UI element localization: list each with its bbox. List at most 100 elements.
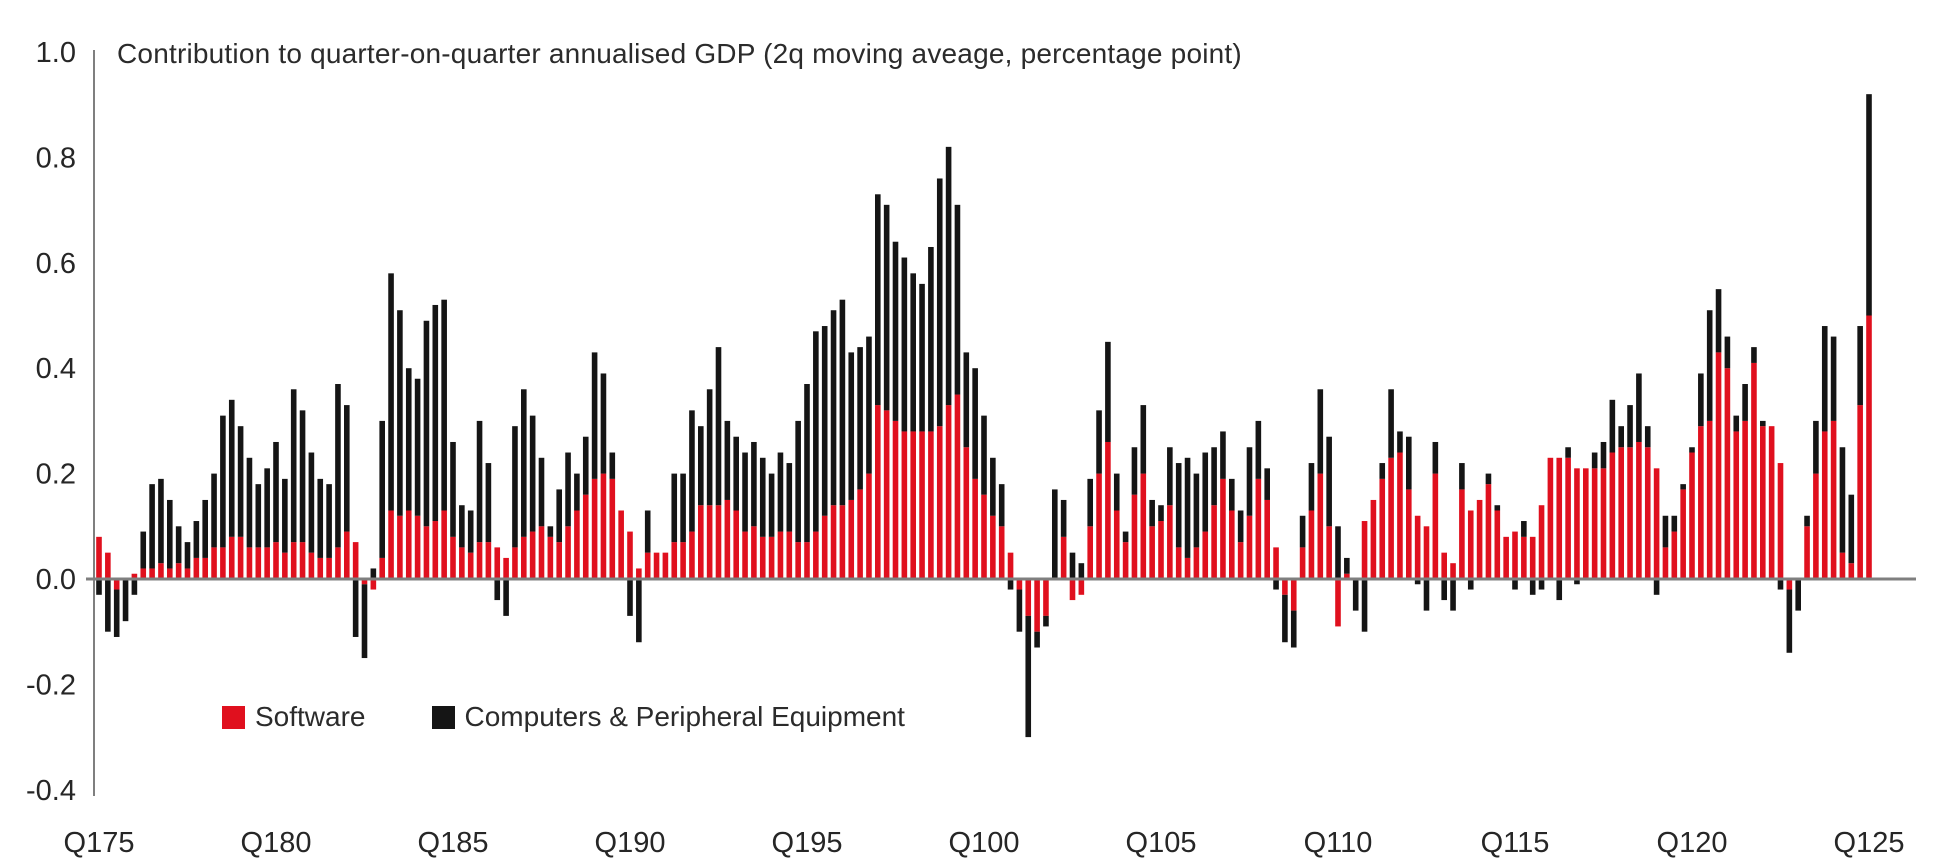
bar-segment [1140, 473, 1147, 579]
bar-segment [282, 552, 288, 579]
y-tick-label: 0.8 [36, 142, 76, 174]
bar-segment [1485, 484, 1492, 579]
bar-segment [795, 542, 801, 579]
bar-segment [671, 542, 678, 579]
bar-segment [1521, 521, 1527, 537]
bar-segment [1246, 515, 1253, 579]
y-tick-label: 1.0 [36, 37, 76, 69]
bar-segment [521, 389, 527, 537]
bar-segment [308, 452, 315, 553]
bar-segment [158, 478, 164, 564]
software-swatch-icon [222, 705, 245, 729]
bar-segment [352, 542, 359, 579]
bar-segment [529, 415, 536, 532]
bar-segment [352, 579, 359, 637]
bar-segment [1379, 478, 1386, 579]
bar-segment [1220, 431, 1226, 479]
bar-segment [1193, 547, 1200, 579]
bar-segment [149, 568, 155, 579]
bar-segment [954, 394, 961, 579]
bar-segment [467, 510, 474, 553]
bar-segment [1025, 579, 1032, 616]
bar-segment [405, 510, 412, 579]
bar-segment [1423, 579, 1430, 611]
bar-segment [1388, 389, 1394, 458]
bar-segment [1335, 526, 1341, 579]
bar-segment [1308, 510, 1315, 579]
x-tick-label: Q105 [1126, 827, 1197, 858]
bar-segment [193, 521, 200, 558]
bar-segment [1229, 478, 1235, 511]
bar-segment [512, 547, 518, 579]
bar-segment [264, 468, 270, 548]
x-tick-label: Q180 [241, 827, 312, 858]
bar-segment [1414, 579, 1421, 585]
bar-segment [1149, 499, 1155, 527]
bar-segment [1211, 505, 1217, 579]
bar-segment [1290, 579, 1297, 611]
bar-segment [1839, 447, 1846, 553]
bar-segment [839, 505, 846, 579]
bar-segment [397, 310, 403, 516]
bar-segment [1406, 489, 1412, 579]
bar-segment [1591, 468, 1598, 579]
bar-segment [1512, 531, 1518, 579]
bar-segment [397, 515, 403, 579]
bar-segment [1352, 579, 1359, 611]
bar-segment [1830, 336, 1837, 421]
bar-segment [1857, 405, 1863, 579]
bar-segment [1467, 579, 1474, 590]
bar-segment [379, 420, 385, 558]
bar-segment [1087, 526, 1093, 579]
bar-segment [467, 552, 474, 579]
bar-segment [503, 579, 509, 616]
bar-segment [1406, 436, 1412, 490]
bar-segment [1459, 463, 1465, 490]
bar-segment [1565, 457, 1571, 579]
bar-segment [149, 484, 155, 569]
bar-segment [388, 273, 394, 511]
bar-segment [981, 494, 987, 579]
bar-segment [175, 563, 182, 579]
bar-segment [830, 310, 837, 506]
bar-segment [1060, 499, 1067, 537]
bar-segment [122, 579, 129, 622]
bar-segment [1255, 420, 1262, 479]
bar-segment [344, 531, 350, 579]
bar-segment [972, 368, 978, 479]
bar-segment [990, 515, 996, 579]
bar-segment [715, 505, 722, 579]
bar-segment [1760, 420, 1766, 427]
bar-segment [1237, 542, 1244, 579]
bar-segment [538, 457, 545, 527]
bar-segment [1308, 463, 1315, 511]
bar-segment [1653, 468, 1660, 579]
bar-segment [299, 410, 306, 543]
bar-segment [1007, 579, 1014, 590]
bar-segment [556, 489, 562, 543]
bar-segment [1397, 452, 1403, 579]
bar-segment [405, 368, 412, 511]
bar-segment [1467, 510, 1474, 579]
bar-segment [582, 436, 589, 495]
bar-segment [875, 194, 881, 406]
bar-segment [1220, 478, 1226, 579]
bar-segment [1441, 579, 1447, 601]
bar-segment [317, 478, 324, 558]
bar-segment [786, 463, 793, 532]
bar-segment [839, 299, 846, 506]
bar-segment [1282, 579, 1288, 595]
bar-segment [768, 473, 775, 537]
bar-segment [1583, 468, 1589, 579]
bar-segment [600, 473, 607, 579]
bar-segment [1512, 579, 1518, 590]
bar-segment [1459, 489, 1465, 579]
bar-segment [512, 426, 518, 548]
bar-segment [1264, 468, 1270, 500]
bar-segment [441, 510, 447, 579]
bar-segment [866, 336, 872, 474]
bar-segment [1848, 494, 1855, 564]
bar-segment [1388, 457, 1394, 579]
x-tick-label: Q100 [949, 827, 1020, 858]
bar-segment [1529, 536, 1536, 579]
